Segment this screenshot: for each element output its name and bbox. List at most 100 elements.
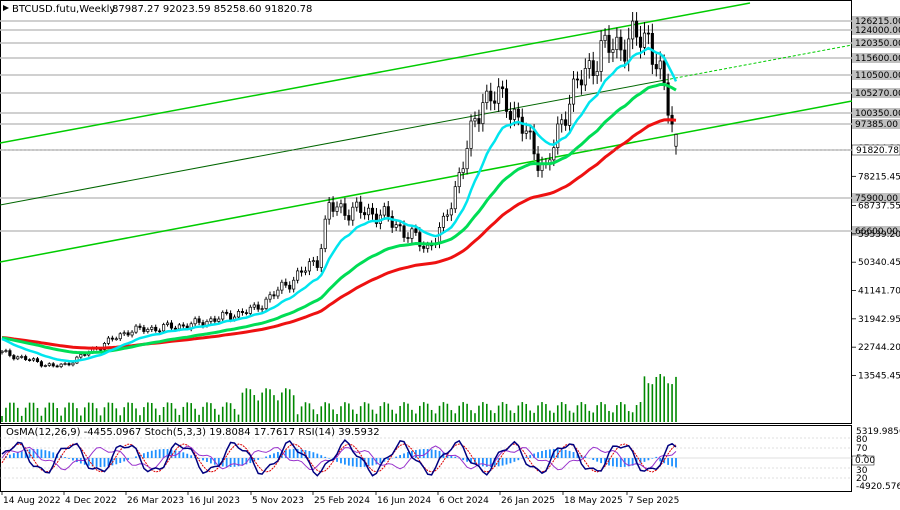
volume-bar (419, 405, 421, 422)
osma-bar (186, 453, 189, 458)
osma-bar (367, 458, 370, 467)
volume-bar (265, 388, 267, 422)
volume-bar (233, 408, 236, 422)
candle-body (611, 49, 615, 53)
osma-bar (142, 453, 145, 458)
volume-bar (72, 402, 74, 422)
volume-bar (387, 403, 390, 422)
level-label-box (852, 25, 900, 35)
volume-bar (273, 395, 275, 422)
candle-body (244, 312, 248, 314)
candle-body (142, 327, 146, 332)
osma-bar (202, 458, 204, 461)
volume-bar (178, 414, 181, 422)
candle-body (331, 202, 335, 212)
osma-bar (146, 451, 149, 458)
ema-fast-line (1, 46, 678, 363)
volume-bar (383, 402, 386, 422)
candle-body (418, 232, 422, 247)
volume-bar (438, 405, 441, 422)
osma-bar (91, 458, 94, 467)
candle-body (575, 78, 580, 81)
osma-bar (407, 452, 409, 458)
osma-bar (395, 456, 398, 458)
osma-bar (107, 458, 110, 467)
candle-body (599, 40, 603, 72)
date-axis: 14 Aug 2022 4 Dec 2022 26 Mar 2023 16 Jul 2… (1, 491, 679, 506)
volume-bar (675, 376, 677, 422)
candle-body (55, 365, 59, 368)
candle-body (583, 68, 587, 86)
volume-bar (198, 414, 200, 422)
volume-bar (253, 395, 256, 422)
osma-bar (379, 458, 382, 464)
osma-bar (150, 450, 153, 458)
ema-slow-line (1, 118, 677, 350)
candle-body (130, 331, 134, 336)
price-tick-label: 31942.95 (858, 315, 900, 325)
candle-body (445, 214, 449, 217)
osma-bar (525, 456, 528, 458)
osma-bar (296, 449, 299, 458)
volume-bar (620, 402, 622, 422)
osma-bar (178, 451, 181, 458)
stoch-main-line (1, 439, 677, 477)
osma-bar (355, 458, 358, 467)
volume-bar (517, 405, 520, 422)
candle-body (524, 130, 528, 134)
candle-body (520, 116, 524, 134)
osma-bar (501, 458, 504, 466)
osma-bar (462, 458, 465, 461)
volume-bar (474, 413, 476, 422)
osma-bar (20, 450, 23, 458)
stoch-signal-line (1, 443, 677, 473)
volume-bar (217, 414, 220, 422)
level-label-box (852, 88, 900, 98)
volume-bar (486, 403, 488, 422)
volume-bar (24, 407, 27, 422)
volume-bar (434, 413, 437, 422)
volume-bar (135, 408, 137, 422)
osma-bar (647, 458, 650, 461)
candle-body (311, 260, 315, 263)
volume-bar (564, 404, 567, 422)
volume-bar (115, 408, 118, 422)
osma-bar (548, 449, 551, 458)
volume-bar (631, 412, 634, 422)
candle-body (552, 147, 556, 161)
candle-body (422, 245, 426, 249)
volume-bar (284, 388, 287, 422)
osma-bar (659, 458, 662, 462)
osma-bar (608, 458, 610, 466)
osma-bar (631, 458, 634, 466)
candle-body (347, 215, 351, 221)
volume-bar (32, 402, 35, 422)
osma-bar (16, 451, 19, 458)
volume-bar (533, 412, 535, 422)
level-label-box (852, 53, 900, 63)
date-tick-label: 14 Aug 2022 (3, 496, 61, 506)
candle-body (67, 363, 71, 366)
volume-bar (95, 408, 98, 422)
volume-bar (407, 403, 409, 422)
candle-body (51, 363, 55, 367)
price-tick-label: 13545.45 (858, 371, 900, 381)
candle-body (646, 32, 650, 35)
level-label-box (852, 108, 900, 118)
candle-body (114, 338, 118, 341)
osma-bar (340, 458, 342, 464)
osc-20-label: 20 (856, 474, 868, 484)
candle-body (402, 225, 406, 238)
volume-bar (320, 406, 323, 422)
level-label-box (852, 226, 900, 236)
volume-bar (442, 402, 445, 422)
level-label: 66600.00 (855, 227, 898, 237)
volume-bar (505, 403, 508, 422)
date-tick-label: 16 Jul 2023 (189, 496, 240, 506)
osma-bar (72, 458, 74, 461)
candle-body (501, 86, 505, 90)
volume-bar (170, 403, 173, 422)
price-tick-label: 68737.55 (858, 202, 900, 212)
osma-bar (162, 449, 165, 458)
